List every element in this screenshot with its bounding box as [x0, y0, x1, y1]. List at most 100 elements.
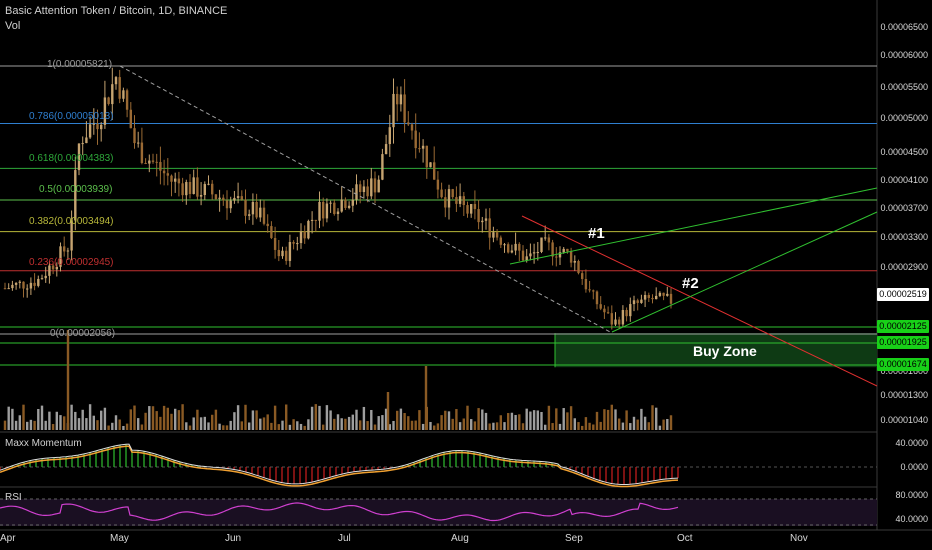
volume-bar: [603, 409, 606, 430]
volume-bar: [318, 405, 321, 430]
rsi-indicator: [0, 498, 877, 526]
volume-bar: [70, 404, 73, 430]
candle-body: [100, 124, 103, 130]
volume-bar: [618, 418, 621, 430]
fib-label-1: 1(0.00005821): [47, 59, 113, 70]
volume-bar: [669, 415, 673, 430]
volume-bar: [410, 420, 414, 430]
candle-body: [510, 250, 514, 253]
volume-bar: [144, 412, 147, 430]
volume-bar: [396, 410, 399, 430]
candle-body: [643, 295, 647, 300]
candle-body: [418, 148, 421, 150]
candle-body: [499, 237, 502, 245]
volume-bars: [3, 330, 673, 430]
volume-bar: [433, 425, 436, 430]
candle-body: [177, 178, 181, 184]
candle-body: [540, 237, 543, 252]
volume-bar: [595, 411, 599, 430]
candle-body: [11, 284, 14, 289]
volume-bar: [285, 404, 288, 430]
volume-bar: [96, 420, 99, 430]
candle-body: [421, 145, 425, 149]
volume-bar: [355, 409, 358, 430]
candle-body: [192, 177, 195, 194]
volume-bar: [481, 409, 484, 430]
candle-body: [336, 211, 340, 215]
candle-body: [592, 290, 595, 292]
volume-bar: [614, 409, 617, 430]
volume-bar: [273, 405, 277, 430]
candle-body: [614, 319, 617, 325]
volume-bar: [255, 410, 258, 430]
candle-body: [137, 142, 140, 144]
volume-bar: [566, 412, 569, 430]
volume-bar: [518, 414, 521, 430]
volume-bar: [499, 415, 502, 430]
candle-body: [377, 179, 380, 193]
candle-body: [562, 248, 565, 253]
volume-bar: [251, 410, 255, 430]
candle-body: [48, 265, 51, 276]
candle-body: [148, 160, 151, 164]
rsi-title: RSI: [5, 492, 22, 503]
momentum-title: Maxx Momentum: [5, 438, 82, 449]
price-tick: 0.00002900: [880, 262, 928, 272]
volume-bar: [440, 415, 443, 430]
month-tick: May: [110, 533, 129, 544]
candle-body: [466, 205, 469, 214]
candle-body: [207, 183, 210, 185]
candle-body: [396, 93, 399, 105]
volume-bar: [514, 414, 517, 430]
candle-body: [536, 251, 539, 253]
volume-bar: [336, 414, 340, 430]
candle-body: [388, 127, 391, 145]
volume-bar: [3, 420, 7, 430]
volume-bar: [366, 421, 369, 430]
fib-label-0382: 0.382(0.00003494): [29, 216, 114, 227]
price-tick: 0.00001300: [880, 390, 928, 400]
candle-body: [129, 109, 132, 129]
candle-body: [310, 219, 314, 221]
volume-bar: [188, 425, 192, 430]
volume-bar: [59, 415, 62, 430]
candle-body: [77, 143, 81, 171]
candle-body: [566, 248, 569, 252]
candle-body: [595, 291, 599, 305]
candle-body: [477, 209, 480, 223]
candle-body: [666, 293, 669, 296]
candle-body: [199, 194, 203, 197]
volume-bar: [399, 408, 403, 430]
month-tick: Sep: [565, 533, 583, 544]
annotation-2: #2: [682, 275, 699, 292]
volume-bar: [477, 408, 480, 430]
volume-bar: [26, 421, 29, 430]
support-badge: 0.00001674: [877, 358, 929, 371]
candle-body: [606, 312, 610, 314]
candle-body: [669, 293, 673, 304]
candle-body: [325, 203, 329, 219]
volume-bar: [18, 415, 21, 430]
volume-bar: [629, 423, 632, 430]
candle-body: [407, 122, 410, 125]
candle-body: [285, 250, 288, 261]
volume-bar: [377, 416, 380, 430]
candle-body: [233, 197, 236, 201]
volume-bar: [103, 407, 107, 430]
candle-body: [29, 282, 33, 289]
volume-bar: [640, 408, 643, 430]
candle-body: [122, 90, 125, 99]
volume-bar: [384, 408, 388, 430]
candle-body: [651, 297, 654, 300]
candle-body: [307, 220, 310, 239]
candle-body: [51, 265, 55, 270]
price-tick: 0.00003300: [880, 232, 928, 242]
candle-body: [492, 232, 495, 238]
volume-bar: [495, 422, 499, 430]
volume-bar: [359, 420, 362, 430]
candle-body: [225, 200, 229, 209]
candle-body: [81, 143, 84, 145]
price-tick: 0.00006500: [880, 22, 928, 32]
candle-body: [196, 177, 199, 197]
